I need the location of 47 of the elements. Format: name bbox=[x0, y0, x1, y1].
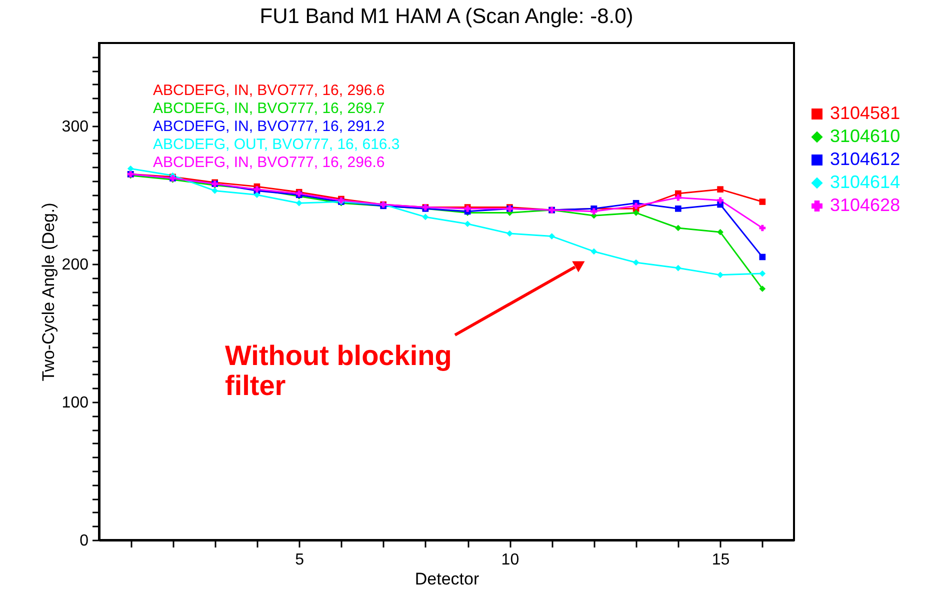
legend-label: 3104628 bbox=[830, 195, 900, 215]
point bbox=[759, 224, 766, 232]
annotation: ABCDEFG, OUT, BVO777, 16, 616.3 bbox=[153, 136, 400, 153]
point bbox=[506, 230, 513, 237]
point bbox=[675, 264, 682, 272]
y-tick-label: 0 bbox=[80, 532, 89, 550]
point bbox=[675, 206, 682, 212]
point bbox=[717, 197, 724, 204]
x-tick-label: 5 bbox=[295, 552, 304, 568]
point bbox=[212, 188, 218, 194]
point bbox=[590, 248, 598, 255]
point bbox=[632, 259, 640, 266]
point bbox=[632, 210, 640, 216]
point bbox=[590, 208, 598, 215]
point bbox=[127, 165, 134, 172]
legend-label: 3104581 bbox=[830, 103, 900, 123]
x-axis-title: Detector bbox=[414, 570, 480, 588]
point bbox=[759, 286, 766, 292]
legend-label: 3104614 bbox=[830, 172, 900, 192]
annotation: Without blocking filter bbox=[225, 340, 452, 401]
point bbox=[422, 214, 429, 220]
point bbox=[717, 272, 724, 278]
point bbox=[717, 228, 724, 236]
point bbox=[717, 186, 724, 192]
point bbox=[759, 270, 766, 277]
point bbox=[632, 202, 640, 210]
annotation: ABCDEFG, IN, BVO777, 16, 269.7 bbox=[153, 100, 385, 117]
legend-label: 3104612 bbox=[830, 149, 900, 169]
legend-label: 3104610 bbox=[830, 126, 900, 146]
point bbox=[675, 194, 682, 201]
point bbox=[548, 233, 555, 240]
point bbox=[759, 254, 766, 260]
y-tick-label: 100 bbox=[62, 394, 89, 412]
annotation: ABCDEFG, IN, BVO777, 16, 296.6 bbox=[153, 82, 385, 99]
point bbox=[254, 192, 260, 198]
x-tick-label: 10 bbox=[501, 552, 520, 568]
y-tick-label: 300 bbox=[62, 118, 89, 136]
point bbox=[675, 224, 682, 232]
point bbox=[464, 220, 471, 228]
y-tick-label: 200 bbox=[62, 256, 89, 274]
point bbox=[296, 200, 302, 206]
y-axis-title: Two-Cycle Angle (Deg.) bbox=[38, 202, 58, 382]
x-tick-label: 15 bbox=[712, 552, 730, 568]
annotation: ABCDEFG, IN, BVO777, 16, 291.2 bbox=[153, 118, 385, 135]
chart-title: FU1 Band M1 HAM A (Scan Angle: -8.0) bbox=[260, 5, 634, 28]
annotation: ABCDEFG, IN, BVO777, 16, 296.6 bbox=[153, 154, 385, 171]
point bbox=[759, 198, 766, 205]
